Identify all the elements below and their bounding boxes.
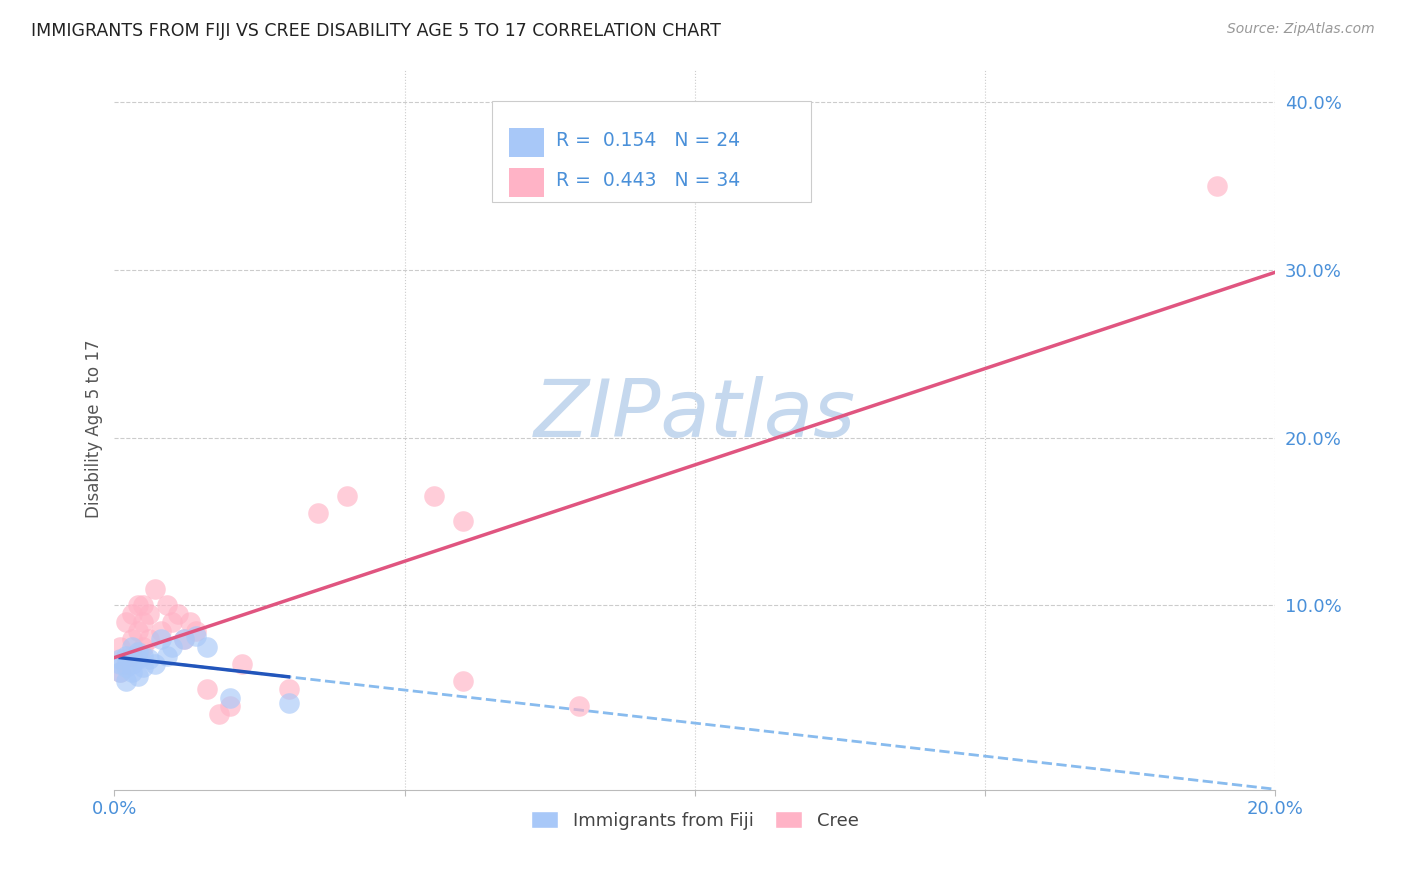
Point <box>173 632 195 646</box>
FancyBboxPatch shape <box>492 101 811 202</box>
Point <box>219 690 242 705</box>
Point <box>138 607 160 621</box>
Point <box>179 615 201 629</box>
Point <box>156 648 179 663</box>
Point <box>143 582 166 596</box>
Y-axis label: Disability Age 5 to 17: Disability Age 5 to 17 <box>86 340 103 518</box>
Point <box>231 657 253 671</box>
Text: ZIPatlas: ZIPatlas <box>534 376 856 454</box>
Point <box>121 640 143 655</box>
Point <box>149 632 172 646</box>
Point <box>115 648 138 663</box>
Legend: Immigrants from Fiji, Cree: Immigrants from Fiji, Cree <box>526 805 863 835</box>
Point <box>184 629 207 643</box>
Text: Source: ZipAtlas.com: Source: ZipAtlas.com <box>1227 22 1375 37</box>
Point <box>121 665 143 680</box>
Bar <box>509 168 544 197</box>
Point <box>208 707 231 722</box>
Point <box>132 648 155 663</box>
Point <box>115 615 138 629</box>
Point <box>127 645 149 659</box>
Text: R =  0.154   N = 24: R = 0.154 N = 24 <box>555 131 740 150</box>
Point <box>162 615 184 629</box>
Point <box>156 599 179 613</box>
Point <box>422 489 444 503</box>
Point <box>277 682 299 697</box>
Point <box>127 669 149 683</box>
Point <box>132 660 155 674</box>
Point <box>121 607 143 621</box>
Point <box>110 665 132 680</box>
Point <box>335 489 357 503</box>
Bar <box>509 128 544 157</box>
Point <box>451 673 474 688</box>
Point <box>195 682 218 697</box>
Point <box>568 699 591 714</box>
Point <box>110 652 132 666</box>
Text: R =  0.443   N = 34: R = 0.443 N = 34 <box>555 171 740 190</box>
Point <box>195 640 218 655</box>
Point <box>127 624 149 638</box>
Point <box>110 657 132 671</box>
Point <box>127 599 149 613</box>
Point <box>132 615 155 629</box>
Point <box>219 699 242 714</box>
Point <box>127 652 149 666</box>
Point <box>115 660 138 674</box>
Point <box>110 665 132 680</box>
Point <box>307 506 329 520</box>
Point <box>162 640 184 655</box>
Point <box>451 515 474 529</box>
Point <box>121 648 143 663</box>
Point <box>1206 178 1229 193</box>
Point <box>121 632 143 646</box>
Point <box>110 640 132 655</box>
Point <box>173 632 195 646</box>
Point <box>132 640 155 655</box>
Point <box>277 696 299 710</box>
Point <box>138 652 160 666</box>
Point <box>115 673 138 688</box>
Point <box>115 657 138 671</box>
Point <box>138 632 160 646</box>
Point <box>143 657 166 671</box>
Point <box>149 624 172 638</box>
Point <box>132 599 155 613</box>
Text: IMMIGRANTS FROM FIJI VS CREE DISABILITY AGE 5 TO 17 CORRELATION CHART: IMMIGRANTS FROM FIJI VS CREE DISABILITY … <box>31 22 721 40</box>
Point <box>121 657 143 671</box>
Point <box>184 624 207 638</box>
Point <box>167 607 190 621</box>
